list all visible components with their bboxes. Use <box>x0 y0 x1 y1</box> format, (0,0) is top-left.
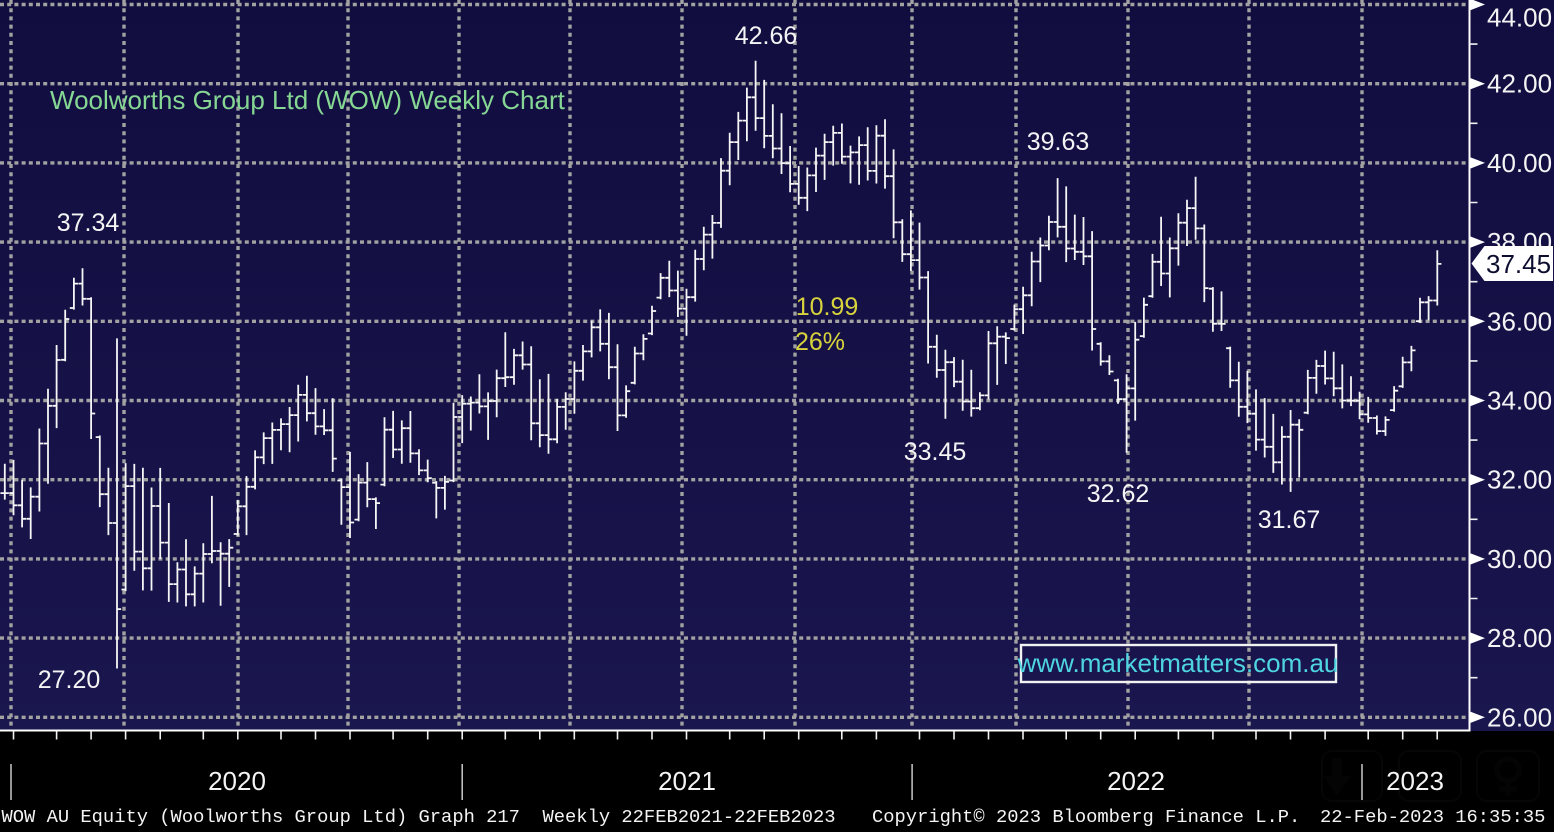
svg-text:32.62: 32.62 <box>1087 480 1150 508</box>
svg-text:32.00: 32.00 <box>1487 465 1552 495</box>
svg-text:10.99: 10.99 <box>796 293 859 321</box>
svg-text:28.00: 28.00 <box>1487 623 1552 653</box>
svg-text:Woolworths Group Ltd (WOW) Wee: Woolworths Group Ltd (WOW) Weekly Chart <box>50 85 566 115</box>
svg-text:26%: 26% <box>795 328 845 356</box>
svg-text:2020: 2020 <box>208 766 266 796</box>
svg-text:36.00: 36.00 <box>1487 306 1552 336</box>
svg-text:30.00: 30.00 <box>1487 544 1552 574</box>
svg-text:34.00: 34.00 <box>1487 386 1552 416</box>
svg-text:27.20: 27.20 <box>38 666 101 694</box>
svg-text:42.00: 42.00 <box>1487 69 1552 99</box>
svg-text:2023: 2023 <box>1386 766 1444 796</box>
svg-text:31.67: 31.67 <box>1258 506 1321 534</box>
svg-text:www.marketmatters.com.au: www.marketmatters.com.au <box>1017 648 1339 678</box>
svg-text:26.00: 26.00 <box>1487 702 1552 732</box>
svg-text:40.00: 40.00 <box>1487 148 1552 178</box>
svg-text:42.66: 42.66 <box>735 22 798 50</box>
svg-text:33.45: 33.45 <box>904 438 967 466</box>
svg-text:WOW AU Equity (Woolworths Grou: WOW AU Equity (Woolworths Group Ltd) Gra… <box>2 806 836 828</box>
svg-text:37.45: 37.45 <box>1486 249 1551 279</box>
svg-text:Copyright© 2023 Bloomberg Fina: Copyright© 2023 Bloomberg Finance L.P. <box>872 806 1300 828</box>
svg-text:39.63: 39.63 <box>1027 128 1090 156</box>
svg-text:2021: 2021 <box>658 766 716 796</box>
svg-text:37.34: 37.34 <box>57 209 120 237</box>
svg-text:2022: 2022 <box>1107 766 1165 796</box>
svg-text:44.00: 44.00 <box>1487 3 1552 33</box>
svg-text:22-Feb-2023 16:35:35: 22-Feb-2023 16:35:35 <box>1320 806 1545 828</box>
